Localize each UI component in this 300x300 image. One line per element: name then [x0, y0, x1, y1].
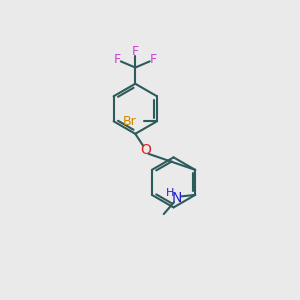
Text: F: F — [150, 53, 157, 66]
Text: H: H — [166, 188, 175, 197]
Text: Br: Br — [123, 115, 136, 128]
Text: F: F — [113, 53, 121, 66]
Text: O: O — [140, 143, 151, 157]
Text: N: N — [172, 191, 182, 205]
Text: F: F — [132, 45, 139, 58]
